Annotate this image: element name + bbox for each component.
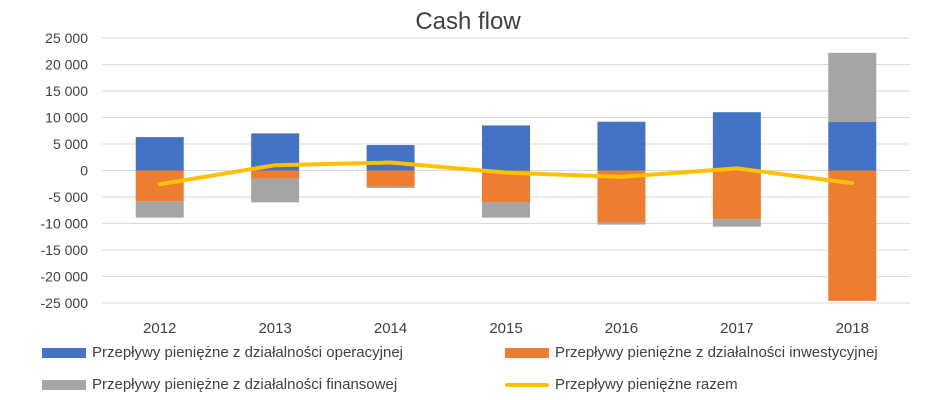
bar [366,145,415,171]
legend-label: Przepływy pieniężne z działalności opera… [92,344,403,361]
bar [597,121,646,171]
bar [597,170,646,223]
x-tick-label: 2017 [720,320,753,337]
x-tick-label: 2014 [374,320,407,337]
bar [251,178,300,203]
bar [597,222,646,225]
bar [712,219,761,227]
x-tick-label: 2016 [605,320,638,337]
legend-swatch [505,347,549,358]
legend-label: Przepływy pieniężne z działalności inwes… [555,344,878,361]
y-tick-label: -10 000 [41,216,89,232]
y-tick-label: 15 000 [45,83,88,99]
bar [482,170,530,203]
y-tick-label: -15 000 [41,242,89,258]
legend: Przepływy pieniężne z działalności opera… [0,340,936,400]
y-tick-label: -25 000 [41,295,89,311]
bar [712,112,761,171]
bar [828,170,877,301]
bar [251,170,300,179]
legend-label: Przepływy pieniężne z działalności finan… [92,376,398,393]
y-tick-label: 0 [80,163,88,179]
legend-item: Przepływy pieniężne z działalności opera… [42,344,403,361]
legend-swatch [42,347,86,358]
bar [712,170,761,220]
legend-item: Przepływy pieniężne z działalności inwes… [505,344,878,361]
x-tick-label: 2012 [143,320,176,337]
legend-item: Przepływy pieniężne razem [505,376,738,393]
y-tick-label: 10 000 [45,110,88,126]
x-tick-label: 2015 [489,320,522,337]
y-tick-label: -20 000 [41,269,89,285]
x-tick-label: 2013 [258,320,291,337]
legend-item: Przepływy pieniężne z działalności finan… [42,376,397,393]
bar [366,186,415,188]
x-tick-label: 2018 [836,320,869,337]
y-tick-label: 25 000 [45,30,88,46]
y-tick-label: 5 000 [53,136,88,152]
legend-swatch [42,379,86,390]
legend-label: Przepływy pieniężne razem [555,376,738,393]
bar [482,202,530,218]
bar [828,121,877,171]
y-tick-label: -5 000 [48,189,88,205]
bar [135,137,184,171]
bar [482,125,530,171]
y-tick-label: 20 000 [45,57,88,73]
bar [366,170,415,187]
bar [135,201,184,218]
plot-area: 25 000 20 000 15 000 10 000 5 000 0 -5 000 -10 … [41,30,910,337]
chart-title: Cash flow [415,8,521,35]
legend-swatch [505,382,549,387]
bar [828,52,877,122]
